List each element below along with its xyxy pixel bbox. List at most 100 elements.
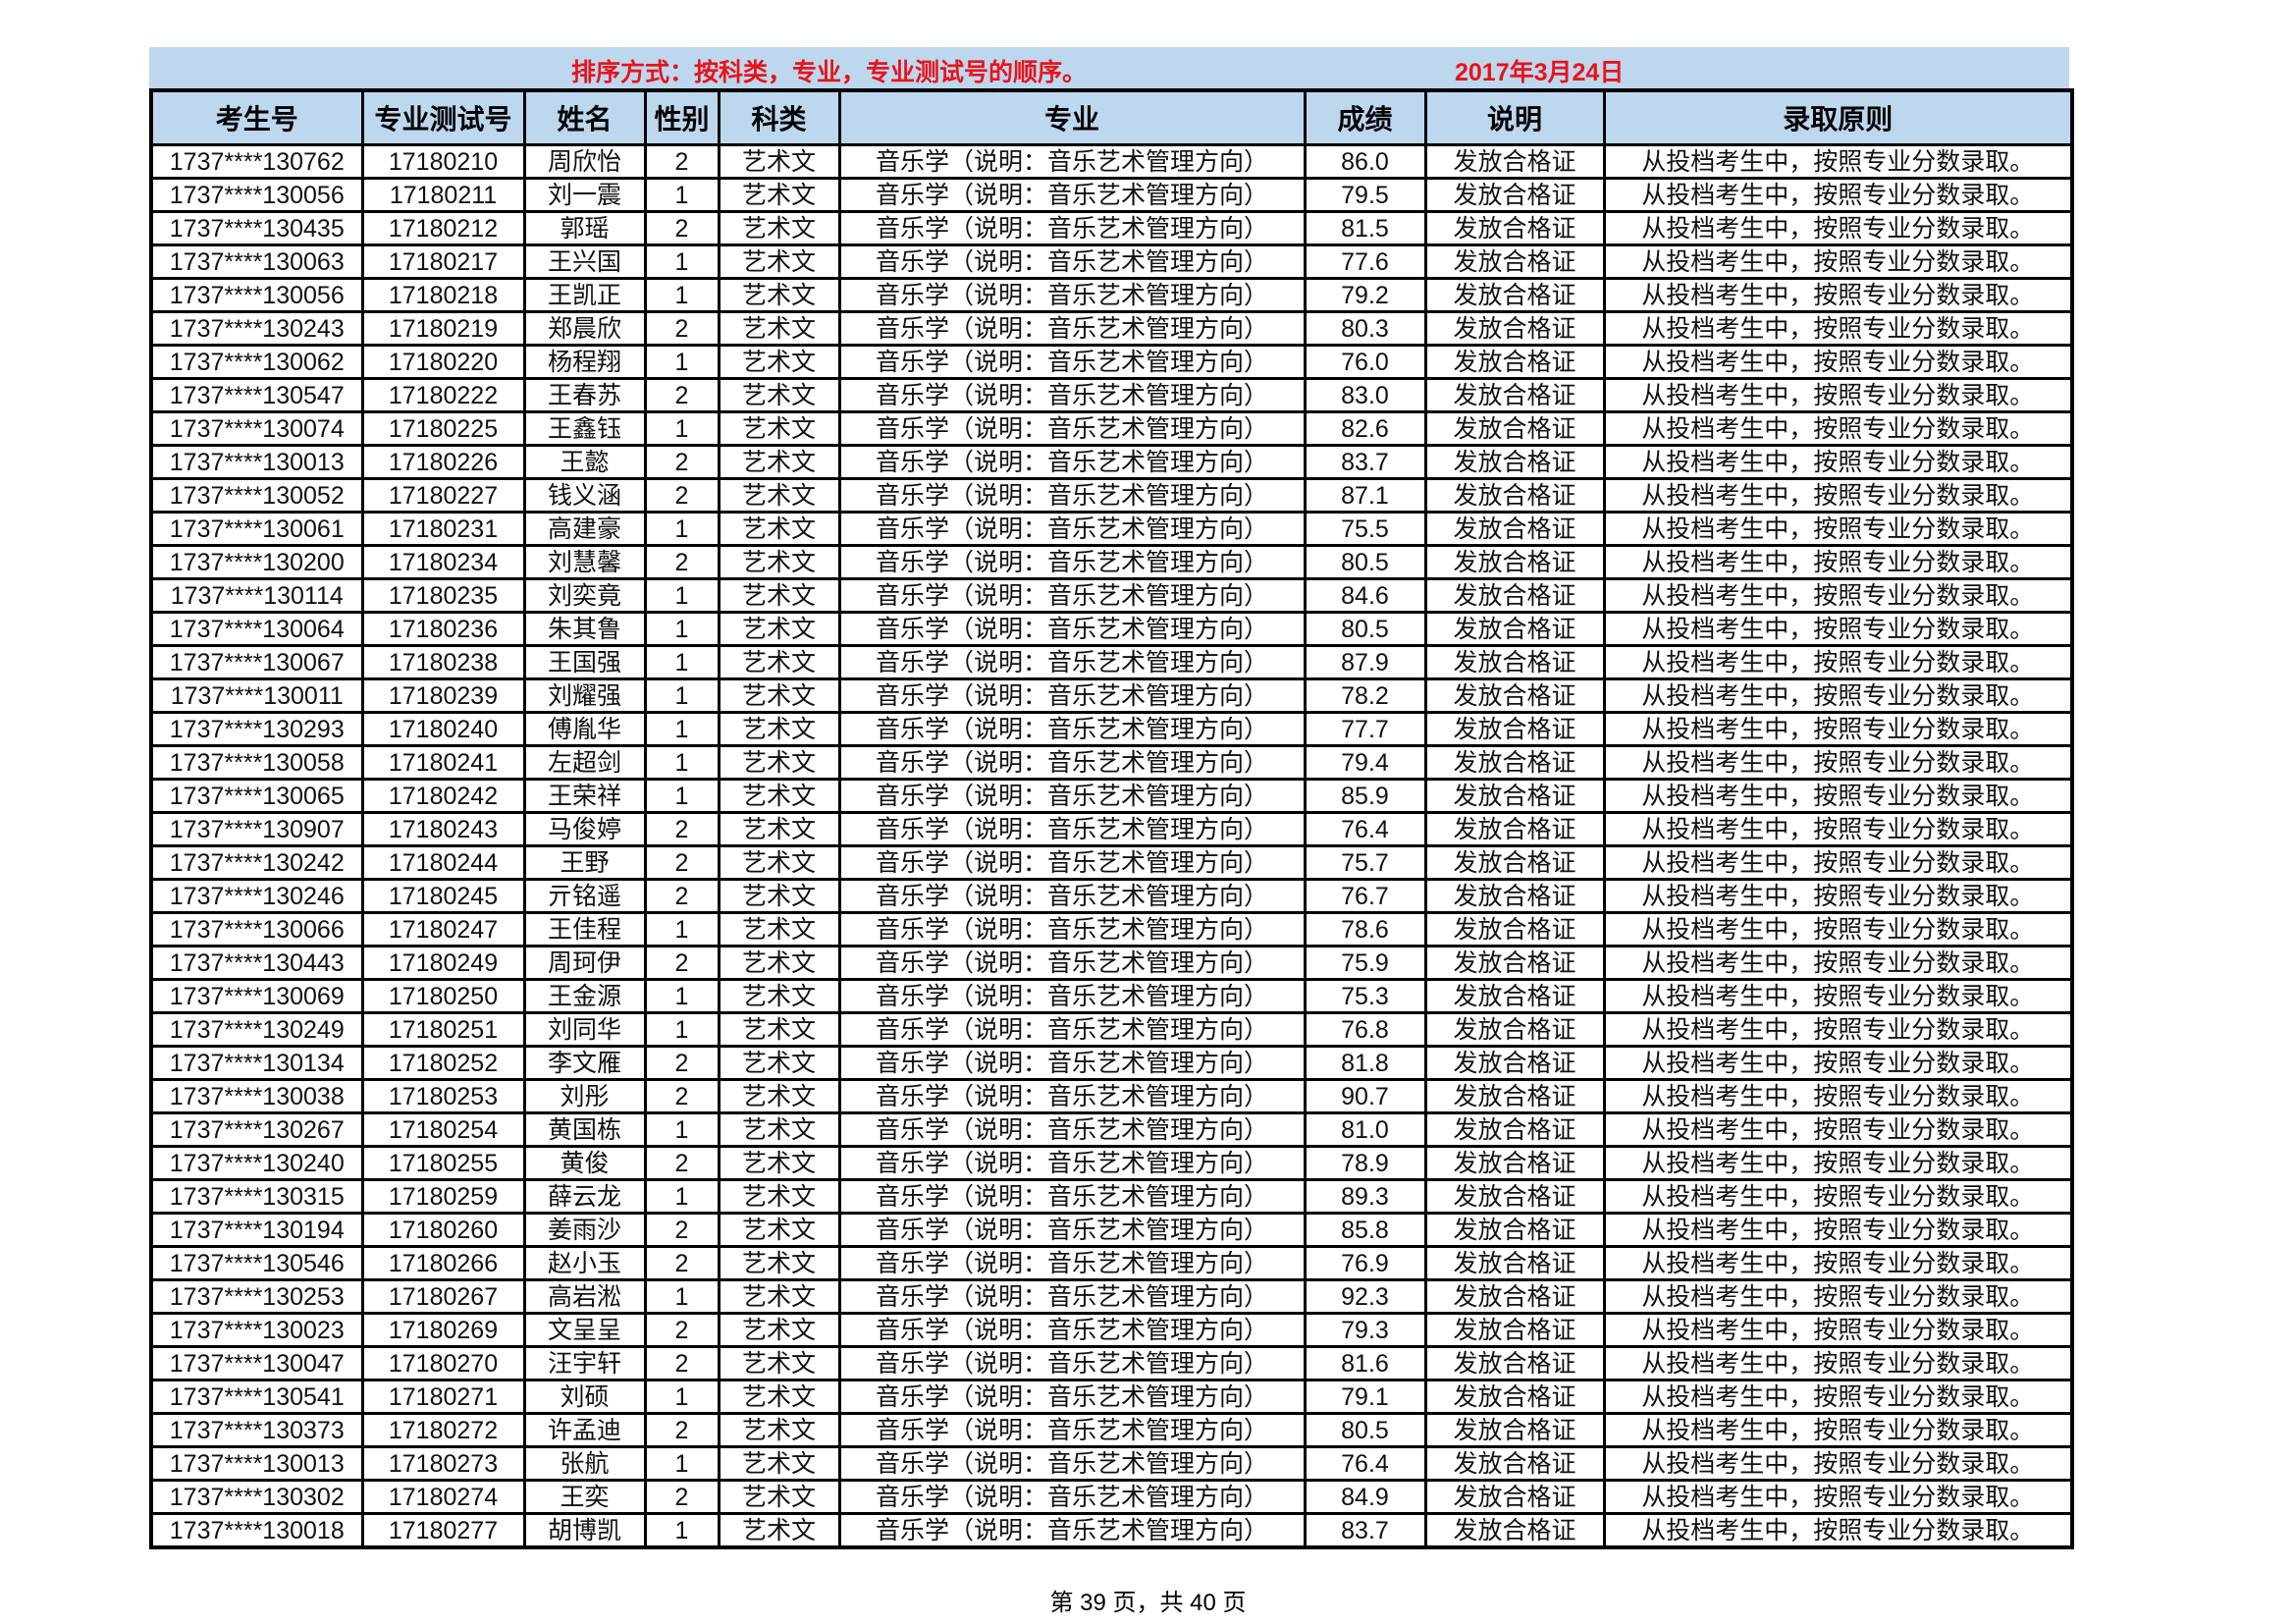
cell-gender: 1 [643,611,721,647]
cell-test-number: 17180235 [360,577,526,614]
cell-major: 音乐学（说明：音乐艺术管理方向） [837,244,1307,280]
cell-major: 音乐学（说明：音乐艺术管理方向） [837,143,1307,180]
cell-name: 钱义涵 [522,477,647,514]
cell-major: 音乐学（说明：音乐艺术管理方向） [837,1278,1307,1315]
cell-category: 艺术文 [717,677,841,714]
cell-major: 音乐学（说明：音乐艺术管理方向） [837,344,1307,380]
cell-note: 发放合格证 [1423,911,1606,947]
cell-name: 汪宇轩 [522,1345,647,1381]
cell-category: 艺术文 [717,1412,841,1448]
cell-name: 许孟迪 [522,1412,647,1448]
cell-score: 83.0 [1303,377,1427,413]
cell-score: 81.5 [1303,210,1427,246]
cell-test-number: 17180234 [360,544,526,580]
cell-gender: 2 [643,1145,721,1181]
cell-name: 王荣祥 [522,778,647,814]
cell-gender: 1 [643,978,721,1014]
cell-name: 王凯正 [522,277,647,313]
cell-major: 音乐学（说明：音乐艺术管理方向） [837,577,1307,614]
cell-major: 音乐学（说明：音乐艺术管理方向） [837,978,1307,1014]
cell-score: 76.8 [1303,1011,1427,1048]
cell-name: 王金源 [522,978,647,1014]
cell-exam-id: 1737****130047 [149,1345,364,1381]
cell-name: 王国强 [522,644,647,680]
cell-test-number: 17180269 [360,1312,526,1348]
cell-gender: 1 [643,711,721,747]
header-exam-id: 考生号 [149,88,364,146]
cell-test-number: 17180253 [360,1078,526,1114]
cell-test-number: 17180249 [360,945,526,981]
cell-gender: 1 [643,1512,721,1549]
cell-score: 77.7 [1303,711,1427,747]
cell-principle: 从投档考生中，按照专业分数录取。 [1602,544,2074,580]
cell-name: 张航 [522,1445,647,1482]
cell-gender: 2 [643,1245,721,1281]
cell-test-number: 17180247 [360,911,526,947]
cell-test-number: 17180226 [360,444,526,480]
cell-category: 艺术文 [717,1011,841,1048]
cell-category: 艺术文 [717,878,841,914]
cell-name: 周欣怡 [522,143,647,180]
table-row: 1737****130541 17180271 刘硕 1 艺术文 音乐学（说明：音乐艺术管… [149,1379,2074,1415]
cell-exam-id: 1737****130302 [149,1479,364,1515]
cell-category: 艺术文 [717,1278,841,1315]
cell-note: 发放合格证 [1423,1278,1606,1315]
cell-major: 音乐学（说明：音乐艺术管理方向） [837,744,1307,781]
cell-category: 艺术文 [717,377,841,413]
cell-principle: 从投档考生中，按照专业分数录取。 [1602,1045,2074,1081]
cell-score: 77.6 [1303,244,1427,280]
cell-score: 80.5 [1303,1412,1427,1448]
cell-note: 发放合格证 [1423,1078,1606,1114]
header-row: 考生号 专业测试号 姓名 性别 科类 专业 成绩 说明 录取原则 [149,88,2074,146]
cell-name: 朱其鲁 [522,611,647,647]
cell-major: 音乐学（说明：音乐艺术管理方向） [837,1445,1307,1482]
cell-gender: 1 [643,911,721,947]
cell-score: 76.4 [1303,1445,1427,1482]
cell-major: 音乐学（说明：音乐艺术管理方向） [837,1011,1307,1048]
cell-note: 发放合格证 [1423,711,1606,747]
cell-gender: 1 [643,344,721,380]
table-row: 1737****130435 17180212 郭瑶 2 艺术文 音乐学（说明：音乐艺术管… [149,210,2074,246]
cell-category: 艺术文 [717,1245,841,1281]
cell-name: 李文雁 [522,1045,647,1081]
cell-principle: 从投档考生中，按照专业分数录取。 [1602,1479,2074,1515]
cell-test-number: 17180238 [360,644,526,680]
cell-principle: 从投档考生中，按照专业分数录取。 [1602,811,2074,847]
cell-name: 胡博凯 [522,1512,647,1549]
cell-principle: 从投档考生中，按照专业分数录取。 [1602,1278,2074,1315]
cell-gender: 2 [643,1045,721,1081]
cell-test-number: 17180236 [360,611,526,647]
cell-note: 发放合格证 [1423,677,1606,714]
cell-exam-id: 1737****130243 [149,310,364,347]
cell-score: 76.0 [1303,344,1427,380]
cell-category: 艺术文 [717,244,841,280]
cell-category: 艺术文 [717,310,841,347]
cell-principle: 从投档考生中，按照专业分数录取。 [1602,1178,2074,1215]
cell-test-number: 17180270 [360,1345,526,1381]
cell-major: 音乐学（说明：音乐艺术管理方向） [837,1312,1307,1348]
cell-principle: 从投档考生中，按照专业分数录取。 [1602,477,2074,514]
table-row: 1737****130074 17180225 王鑫钰 1 艺术文 音乐学（说明：音乐艺术… [149,410,2074,447]
cell-exam-id: 1737****130056 [149,277,364,313]
cell-note: 发放合格证 [1423,978,1606,1014]
cell-score: 83.7 [1303,444,1427,480]
cell-score: 76.4 [1303,811,1427,847]
cell-score: 81.8 [1303,1045,1427,1081]
cell-gender: 1 [643,410,721,447]
cell-name: 刘一震 [522,177,647,213]
cell-gender: 2 [643,444,721,480]
cell-score: 83.7 [1303,1512,1427,1549]
cell-exam-id: 1737****130069 [149,978,364,1014]
cell-score: 75.7 [1303,844,1427,881]
cell-gender: 2 [643,844,721,881]
cell-name: 高建豪 [522,511,647,547]
cell-test-number: 17180222 [360,377,526,413]
cell-name: 刘奕竟 [522,577,647,614]
cell-principle: 从投档考生中，按照专业分数录取。 [1602,744,2074,781]
cell-note: 发放合格证 [1423,1011,1606,1048]
table-row: 1737****130194 17180260 姜雨沙 2 艺术文 音乐学（说明：音乐艺术… [149,1212,2074,1248]
header-name: 姓名 [522,88,647,146]
table-row: 1737****130762 17180210 周欣怡 2 艺术文 音乐学（说明：音乐艺术… [149,143,2074,180]
cell-exam-id: 1737****130194 [149,1212,364,1248]
cell-gender: 2 [643,143,721,180]
